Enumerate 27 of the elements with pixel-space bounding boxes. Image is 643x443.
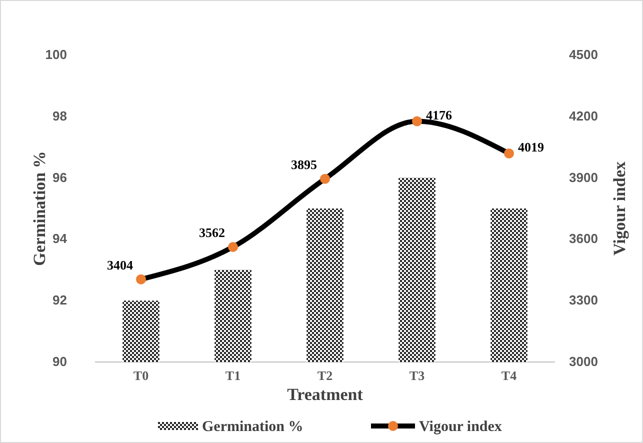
data-label: 3895 bbox=[291, 156, 318, 172]
x-tick-label: T3 bbox=[409, 368, 426, 383]
y-tick-label: 90 bbox=[52, 354, 67, 369]
y2-tick-label: 4500 bbox=[569, 47, 598, 62]
y-tick-label: 100 bbox=[45, 47, 67, 62]
y2-axis-title: Vigour index bbox=[610, 161, 629, 256]
x-tick-label: T1 bbox=[225, 368, 241, 383]
y2-tick-label: 3300 bbox=[569, 292, 598, 308]
x-tick-label: T0 bbox=[133, 368, 149, 383]
data-label: 3562 bbox=[199, 224, 225, 240]
y2-tick-label: 3600 bbox=[569, 231, 598, 246]
y-tick-label: 94 bbox=[52, 231, 68, 246]
data-label: 3404 bbox=[107, 257, 134, 272]
y2-tick-label: 3900 bbox=[569, 170, 598, 185]
data-label: 4019 bbox=[518, 139, 544, 154]
legend-label: Vigour index bbox=[419, 419, 502, 435]
y-tick-label: 98 bbox=[52, 108, 67, 124]
y-tick-label: 92 bbox=[52, 292, 67, 308]
x-axis-title: Treatment bbox=[287, 385, 364, 404]
legend-label: Germination % bbox=[202, 419, 304, 435]
x-tick-label: T4 bbox=[501, 368, 518, 383]
y-tick-label: 96 bbox=[52, 170, 67, 185]
y-axis-title: Germination % bbox=[30, 151, 49, 266]
y2-tick-label: 4200 bbox=[569, 108, 598, 124]
data-label: 4176 bbox=[426, 107, 452, 122]
y2-tick-label: 3000 bbox=[569, 354, 598, 369]
x-tick-label: T2 bbox=[317, 368, 333, 383]
